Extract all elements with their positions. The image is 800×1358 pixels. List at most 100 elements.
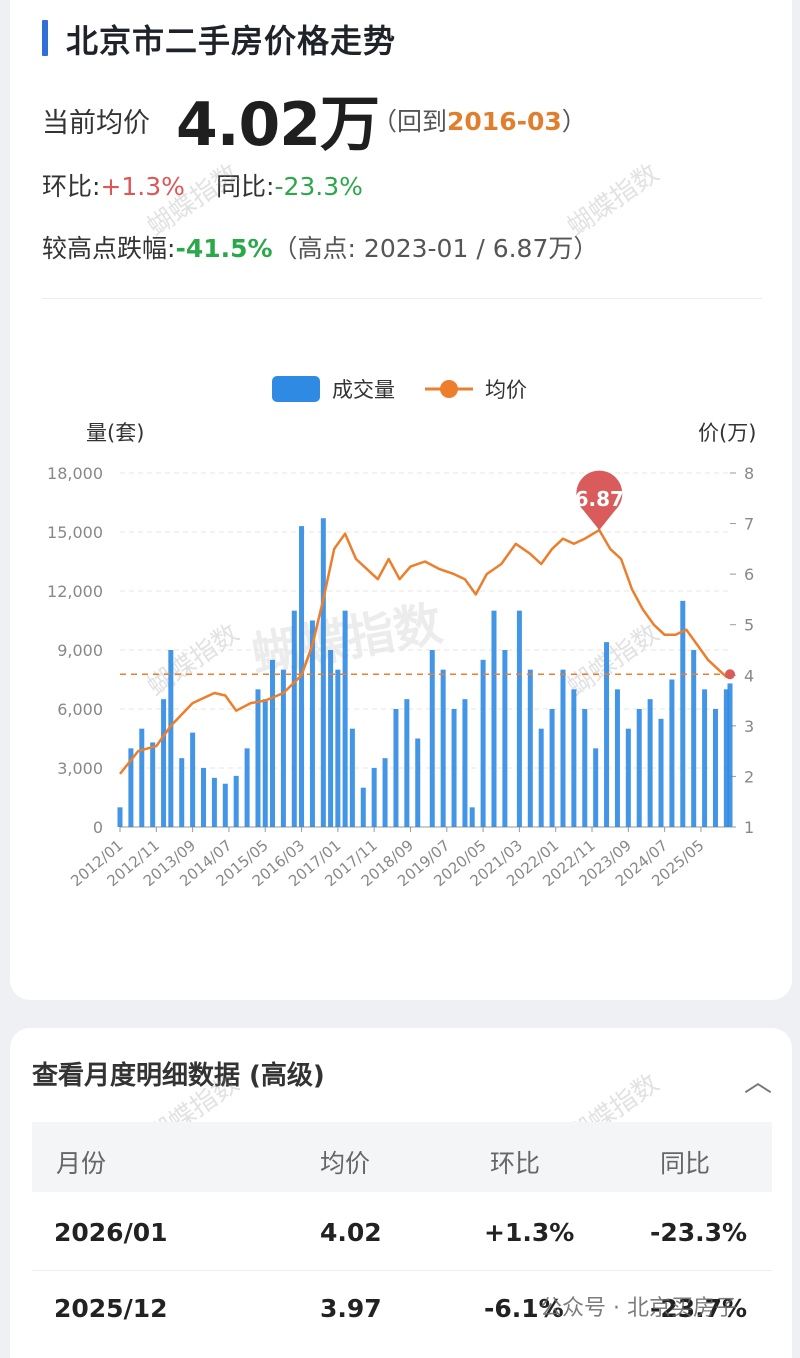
yoy-value: -23.3% <box>274 172 363 201</box>
current-price-label: 当前均价 <box>42 108 150 139</box>
legend-label-volume: 成交量 <box>332 378 395 402</box>
y-right-tick-label: 7 <box>744 515 754 534</box>
table-cell-month: 2026/01 <box>54 1218 168 1247</box>
back-prefix: （回到 <box>372 107 448 136</box>
volume-bar <box>549 709 555 827</box>
table-cell-yoy: -23.3% <box>650 1218 748 1247</box>
chevron-up-icon[interactable]: ︿ <box>744 1065 773 1098</box>
volume-bar <box>658 718 664 827</box>
y-right-tick-label: 8 <box>744 464 754 483</box>
volume-bar <box>440 669 446 827</box>
volume-bar <box>139 728 145 827</box>
drop-value: -41.5% <box>175 234 273 263</box>
volume-bar <box>604 642 610 827</box>
volume-bar <box>150 742 156 827</box>
y-left-tick-label: 15,000 <box>47 523 103 542</box>
volume-bar <box>636 709 642 827</box>
volume-bar <box>429 650 435 827</box>
back-date: 2016-03 <box>447 107 562 136</box>
volume-bar <box>320 518 326 827</box>
volume-bar <box>723 689 729 827</box>
volume-bar <box>168 650 174 827</box>
column-header-price: 均价 <box>320 1149 371 1178</box>
price-line <box>119 528 731 775</box>
volume-bar <box>291 610 297 827</box>
volume-bar <box>691 650 697 827</box>
volume-bar <box>190 732 196 827</box>
volume-bar <box>161 699 167 827</box>
volume-bar <box>222 783 228 827</box>
volume-bar <box>727 683 733 827</box>
volume-bar <box>593 748 599 827</box>
row-divider <box>32 1270 772 1271</box>
drop-label: 较高点跌幅: <box>42 234 176 263</box>
volume-bar <box>128 748 134 827</box>
volume-bar <box>502 650 508 827</box>
volume-bar <box>382 758 388 827</box>
volume-bar <box>647 699 653 827</box>
volume-bar <box>270 659 275 827</box>
volume-bar <box>404 699 410 827</box>
volume-bar <box>179 758 185 827</box>
y-right-tick-label: 1 <box>744 818 754 837</box>
y-left-tick-label: 0 <box>93 818 103 837</box>
column-header-mom: 环比 <box>490 1149 541 1178</box>
y-left-tick-label: 12,000 <box>47 582 103 601</box>
volume-bar <box>560 669 566 827</box>
yoy-stat: 同比:-23.3% <box>216 167 363 203</box>
y-left-tick-label: 18,000 <box>47 464 103 483</box>
volume-bar <box>451 709 457 827</box>
drop-extra: （高点: 2023-01 / 6.87万） <box>272 234 599 263</box>
volume-bar <box>244 748 250 827</box>
volume-bar <box>415 738 421 827</box>
volume-bar <box>328 650 334 827</box>
y-right-tick-label: 3 <box>744 717 754 736</box>
volume-bar <box>233 775 239 827</box>
volume-bar <box>211 777 217 827</box>
back-to-date: （回到2016-03） <box>372 102 587 138</box>
volume-bar <box>491 610 497 827</box>
volume-bar <box>527 669 533 827</box>
volume-bar <box>349 728 355 827</box>
volume-bar <box>469 807 475 827</box>
column-header-month: 月份 <box>56 1149 107 1178</box>
volume-bar <box>462 699 468 827</box>
volume-bar <box>712 709 718 827</box>
volume-bar <box>669 679 675 827</box>
legend-swatch-volume <box>272 376 320 402</box>
mom-label: 环比: <box>42 172 101 201</box>
mom-value: +1.3% <box>100 172 185 201</box>
y-right-tick-label: 5 <box>744 616 754 635</box>
peak-marker-label: 6.87 <box>575 487 624 511</box>
volume-bar <box>201 768 207 827</box>
table-cell-price: 4.02 <box>320 1218 382 1247</box>
back-suffix: ） <box>561 107 587 136</box>
table-header <box>32 1122 772 1192</box>
page-title: 北京市二手房价格走势 <box>66 22 397 60</box>
y-left-axis-title: 量(套) <box>86 421 144 445</box>
volume-bar <box>625 728 631 827</box>
volume-bar <box>335 669 341 827</box>
detail-title: 查看月度明细数据 (高级) <box>32 1061 325 1091</box>
volume-bar <box>309 620 315 827</box>
y-left-tick-label: 9,000 <box>57 641 103 660</box>
volume-bar <box>480 659 486 827</box>
price-trend-card <box>10 0 792 1000</box>
column-header-yoy: 同比 <box>660 1149 711 1178</box>
table-cell-mom: +1.3% <box>484 1218 575 1247</box>
table-cell-mom: -6.1% <box>484 1294 564 1323</box>
mom-stat: 环比:+1.3% <box>42 167 185 203</box>
volume-bar <box>582 709 588 827</box>
y-left-tick-label: 3,000 <box>57 759 103 778</box>
y-left-tick-label: 6,000 <box>57 700 103 719</box>
y-right-tick-label: 6 <box>744 565 754 584</box>
volume-bar <box>255 689 261 827</box>
table-cell-yoy: -23.7% <box>650 1294 748 1323</box>
detail-card <box>10 1028 792 1358</box>
volume-price-chart: 成交量 均价量(套) 价(万) 0 3,000 6,000 9,000 12,000 15,00… <box>47 376 756 890</box>
y-right-axis-title: 价(万) <box>698 421 756 445</box>
volume-bar <box>538 728 544 827</box>
volume-bar <box>117 807 123 827</box>
legend-marker-price <box>440 380 458 398</box>
y-right-tick-label: 2 <box>744 767 754 786</box>
